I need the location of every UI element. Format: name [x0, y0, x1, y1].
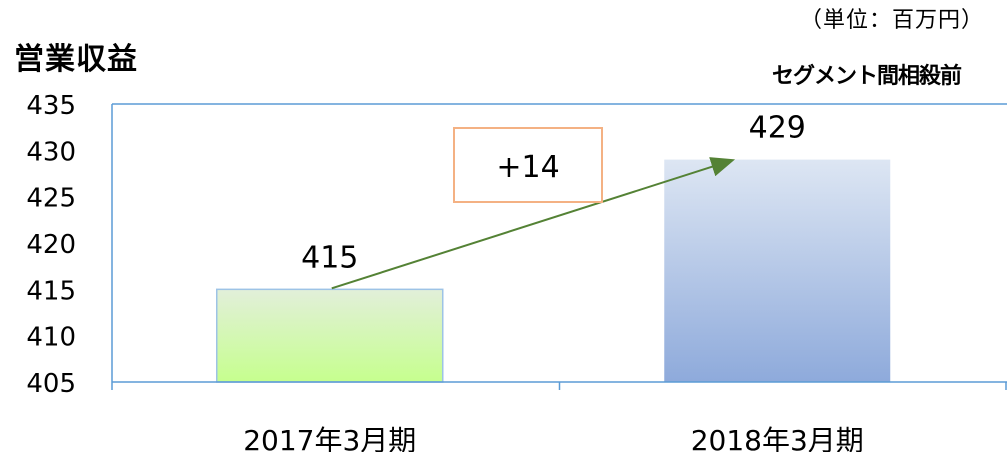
chart-title: 営業収益 — [14, 42, 138, 77]
bar — [216, 288, 444, 383]
y-tick-label: 405 — [26, 369, 76, 399]
segment-note: セグメント間相殺前 — [772, 64, 962, 89]
y-tick-label: 435 — [26, 91, 76, 121]
y-tick-label: 425 — [26, 184, 76, 214]
y-tick-label: 415 — [26, 276, 76, 306]
y-tick-label: 430 — [26, 137, 76, 167]
x-tick-label: 2018年3月期 — [691, 424, 864, 452]
x-tick-label: 2017年3月期 — [243, 424, 416, 452]
bar — [664, 159, 891, 382]
annotation-box — [453, 127, 603, 203]
data-label: 429 — [749, 111, 806, 146]
annotation-label: +14 — [496, 150, 559, 185]
y-tick-label: 410 — [26, 323, 76, 353]
unit-label: （単位：百万円） — [800, 8, 985, 33]
increase-arrow — [331, 157, 736, 290]
y-tick-label: 420 — [26, 230, 76, 260]
data-label: 415 — [301, 240, 358, 275]
